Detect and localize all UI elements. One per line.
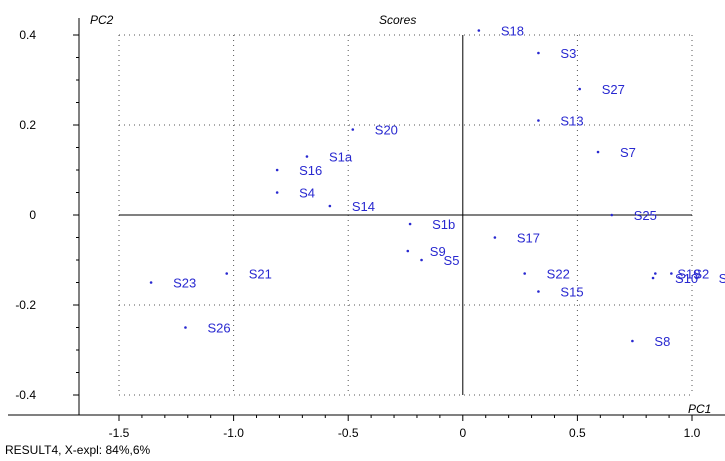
score-point-label: S23 xyxy=(173,276,196,291)
score-point xyxy=(523,272,526,275)
score-point xyxy=(537,290,540,293)
chart-title: Scores xyxy=(379,13,416,27)
x-tick-label: -0.5 xyxy=(338,426,359,440)
score-point-label: S20 xyxy=(375,123,398,138)
score-point-label: S16 xyxy=(299,163,322,178)
score-point-label: S1a xyxy=(329,150,353,165)
score-point-label: S19 xyxy=(677,267,700,282)
score-point-label: S7 xyxy=(620,145,636,160)
score-point-label: S15 xyxy=(560,285,583,300)
score-point xyxy=(477,29,481,32)
score-point xyxy=(420,258,423,262)
score-point xyxy=(654,272,657,275)
score-point-label: S4 xyxy=(299,186,315,201)
score-point xyxy=(406,249,410,253)
score-point xyxy=(275,191,279,194)
y-tick-label: 0 xyxy=(29,208,36,222)
score-point xyxy=(578,87,581,91)
score-point xyxy=(184,326,187,329)
x-axis-label: PC1 xyxy=(688,402,711,416)
x-tick-label: 0 xyxy=(459,426,466,440)
score-point-label: S27 xyxy=(602,82,625,97)
score-point xyxy=(670,272,673,275)
score-point xyxy=(275,168,279,172)
y-tick-label: -0.2 xyxy=(15,298,36,312)
score-point xyxy=(537,51,540,55)
x-tick-label: -1.0 xyxy=(223,426,244,440)
x-tick-label: 0.5 xyxy=(569,426,586,440)
score-point xyxy=(631,339,634,343)
score-point-label: S13 xyxy=(560,114,583,129)
score-point xyxy=(695,276,698,280)
y-tick-label: 0.4 xyxy=(19,28,36,42)
score-point xyxy=(328,204,332,208)
score-point-label: S25 xyxy=(634,208,657,223)
zero-axes xyxy=(119,35,692,395)
y-tick-label: -0.4 xyxy=(15,388,36,402)
score-point-label: S22 xyxy=(547,267,570,282)
score-point xyxy=(225,272,229,275)
score-point-label: S14 xyxy=(352,199,375,214)
score-point xyxy=(149,281,153,284)
score-point xyxy=(408,222,412,226)
score-point-label: S12 xyxy=(719,271,725,286)
axis-ticks: -1.5 -1.0 -0.5 0 0.5 1.0 -0.4 -0.2 0 0.2 0.4 xyxy=(15,28,700,440)
y-axis-label: PC2 xyxy=(90,13,114,27)
score-point xyxy=(610,213,614,217)
x-tick-label: -1.5 xyxy=(109,426,130,440)
score-point-label: S3 xyxy=(560,46,576,61)
score-points: S18 S3 S27 S13 S20 S7 S1a S16 S4 S14 S25 S1b S17 S9S5… xyxy=(149,24,725,349)
status-footer: RESULT4, X-expl: 84%,6% xyxy=(5,443,151,457)
score-point-label: S18 xyxy=(501,24,524,39)
score-point xyxy=(537,119,540,122)
score-point-label: S9 xyxy=(430,244,446,259)
score-point-label: S10 xyxy=(675,271,698,286)
score-point xyxy=(596,150,600,154)
score-point xyxy=(305,155,309,158)
score-point-label: S1b xyxy=(432,217,455,232)
y-tick-label: 0.2 xyxy=(19,118,36,132)
score-point-label: S26 xyxy=(207,321,230,336)
score-point-label: S21 xyxy=(249,267,272,282)
score-point xyxy=(493,236,497,239)
score-point xyxy=(651,276,655,280)
x-tick-label: 1.0 xyxy=(684,426,701,440)
score-point xyxy=(351,128,355,131)
score-point-label: S5 xyxy=(444,253,460,268)
score-point-label: S8 xyxy=(654,334,670,349)
score-point-label: S17 xyxy=(517,231,540,246)
